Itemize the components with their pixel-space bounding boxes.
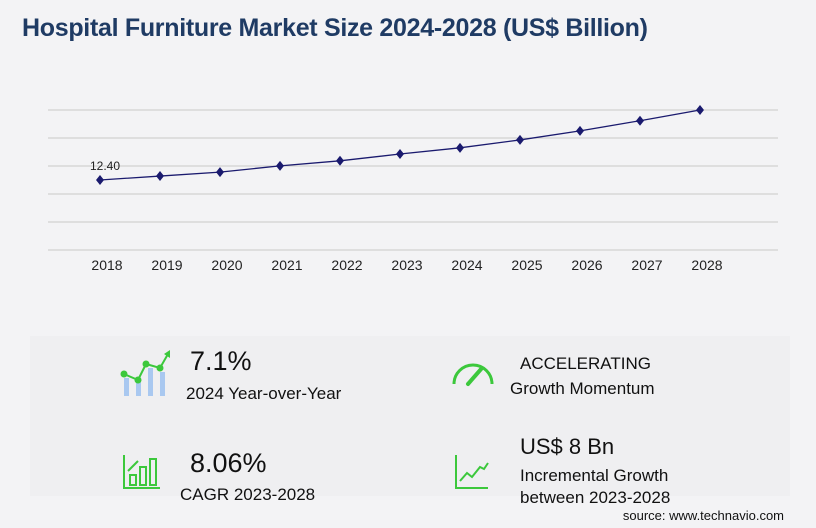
data-point-2023	[396, 149, 404, 160]
source-note: source: www.technavio.com	[622, 508, 784, 523]
x-tick-label: 2024	[451, 257, 482, 273]
data-point-2022	[336, 155, 344, 166]
chart-title: Hospital Furniture Market Size 2024-2028…	[22, 14, 648, 42]
x-tick-label: 2028	[691, 257, 722, 273]
cagr-label: CAGR 2023-2028	[180, 485, 316, 504]
yoy-label: 2024 Year-over-Year	[186, 384, 342, 403]
x-tick-label: 2021	[271, 257, 302, 273]
bar-trend-icon	[120, 350, 170, 396]
x-tick-label: 2025	[511, 257, 542, 273]
momentum-label: Growth Momentum	[510, 379, 655, 398]
speedometer-icon	[452, 363, 494, 386]
x-tick-label: 2026	[571, 257, 602, 273]
data-point-2025	[516, 134, 524, 145]
data-point-2019	[156, 171, 164, 182]
yoy-value: 7.1%	[190, 346, 252, 376]
growth-bars-icon	[123, 455, 160, 489]
x-tick-label: 2023	[391, 257, 422, 273]
data-point-2024	[456, 142, 464, 153]
x-tick-label: 2020	[211, 257, 242, 273]
data-point-2021	[276, 160, 284, 171]
data-point-2020	[216, 167, 224, 178]
incremental-period: between 2023-2028	[520, 488, 671, 507]
data-label: 12.40	[90, 159, 120, 173]
trend-up-icon	[455, 455, 489, 489]
data-point-2018	[96, 175, 104, 185]
incremental-value: US$ 8 Bn	[520, 434, 615, 459]
data-point-2027	[636, 115, 644, 126]
cagr-value: 8.06%	[190, 448, 267, 478]
x-tick-label: 2022	[331, 257, 362, 273]
data-point-2026	[576, 125, 584, 136]
incremental-label: Incremental Growth	[520, 466, 669, 485]
x-tick-label: 2018	[91, 257, 122, 273]
x-tick-label: 2019	[151, 257, 182, 273]
series-line	[99, 109, 701, 181]
momentum-value: ACCELERATING	[520, 354, 651, 373]
data-point-2028	[696, 105, 704, 115]
x-tick-label: 2027	[631, 257, 662, 273]
line-chart: 2018 12.40 2019 2020 2021 2022 2023 2024 2025 202…	[48, 105, 778, 273]
